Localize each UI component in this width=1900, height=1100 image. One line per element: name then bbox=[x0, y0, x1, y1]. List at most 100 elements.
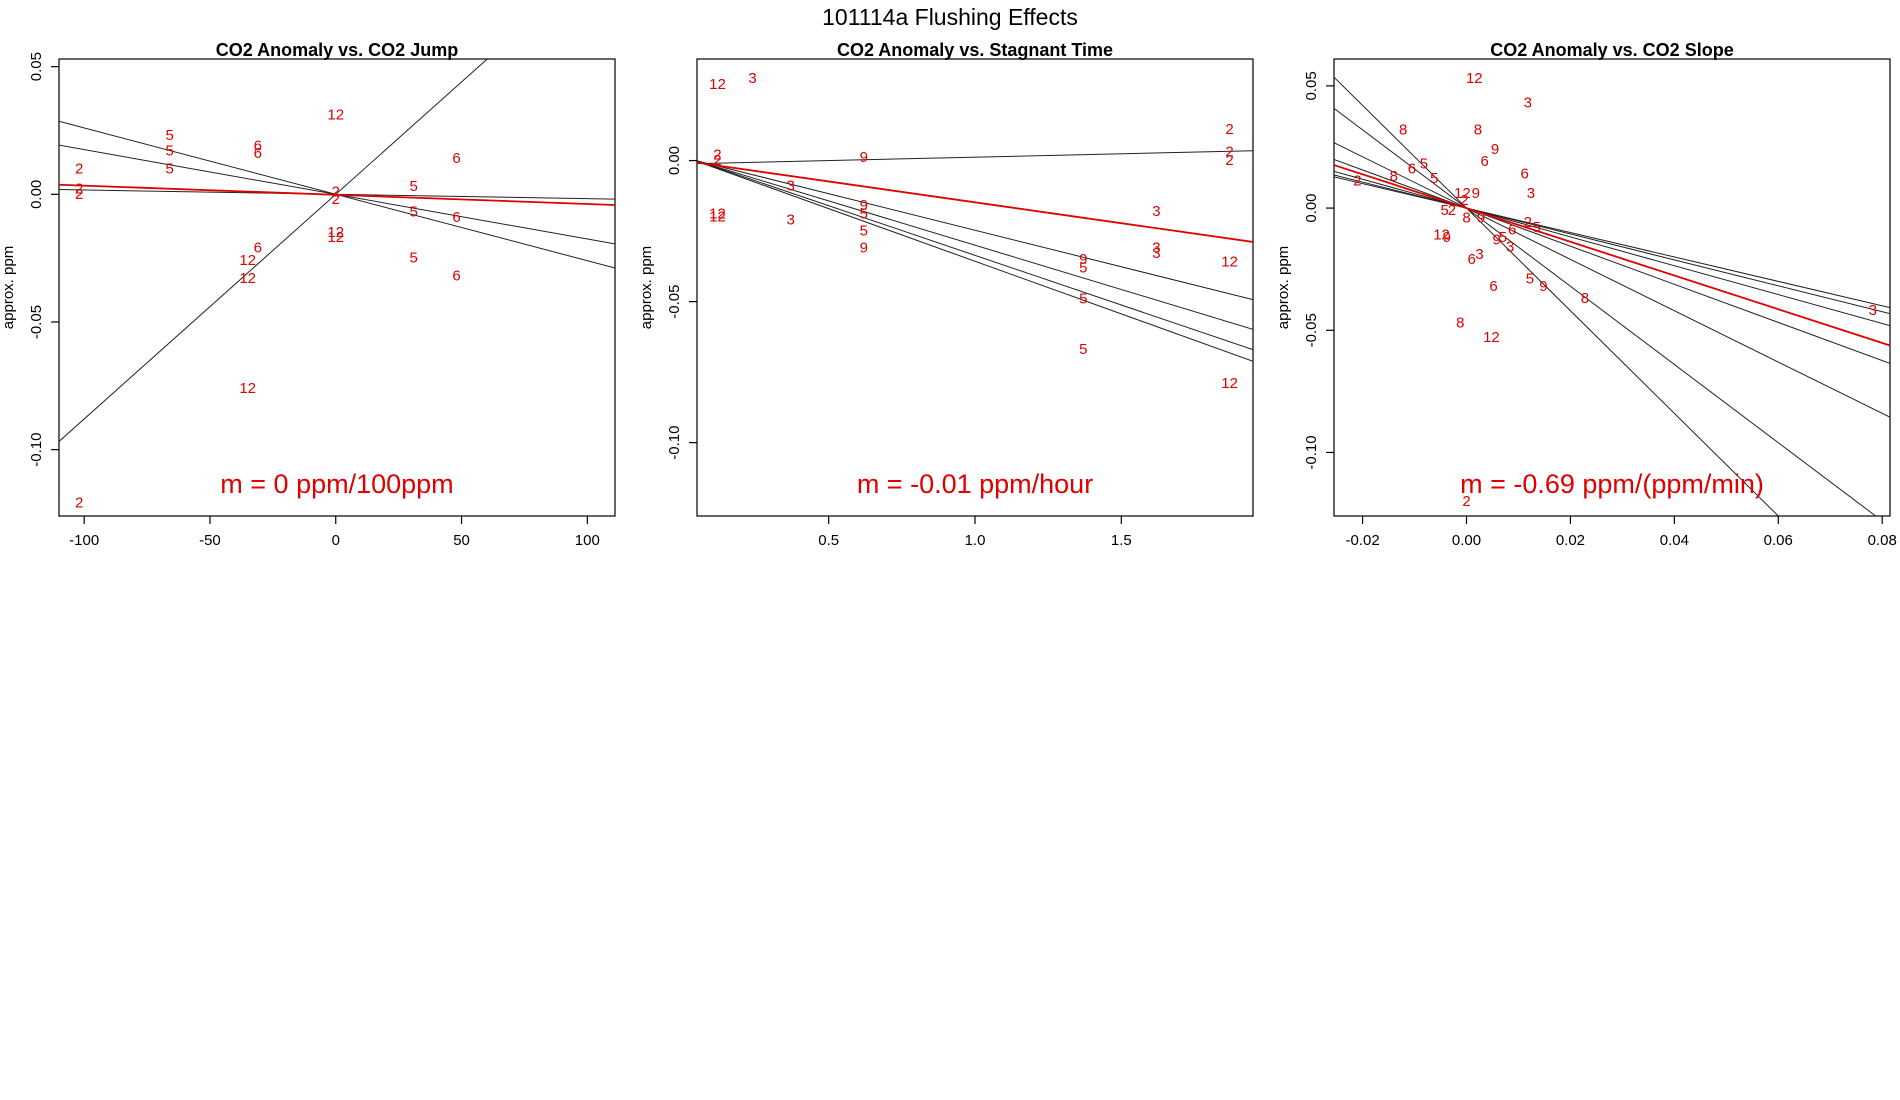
data-point-label: 5 bbox=[1420, 156, 1428, 173]
data-point-label: 3 bbox=[1506, 239, 1514, 256]
data-point-label: 3 bbox=[1152, 203, 1160, 220]
data-point-label: 9 bbox=[1492, 231, 1500, 248]
data-point-label: 9 bbox=[1079, 251, 1087, 268]
x-tick-label: 1.5 bbox=[1111, 532, 1132, 549]
panel-title: CO2 Anomaly vs. Stagnant Time bbox=[837, 40, 1113, 60]
x-tick-label: -0.02 bbox=[1345, 532, 1379, 549]
data-point-label: 3 bbox=[786, 211, 794, 228]
y-tick-label: 0.00 bbox=[28, 180, 45, 209]
data-point-label: 2 bbox=[75, 160, 83, 177]
panel-title: CO2 Anomaly vs. CO2 Slope bbox=[1490, 40, 1733, 60]
data-point-label: 12 bbox=[709, 206, 726, 223]
data-point-label: 12 bbox=[1483, 329, 1500, 346]
data-point-label: 6 bbox=[452, 268, 460, 285]
group-fit-line bbox=[1334, 158, 1890, 364]
data-point-label: 6 bbox=[1408, 160, 1416, 177]
data-point-label: 12 bbox=[1221, 375, 1238, 392]
slope-annotation: m = -0.01 ppm/hour bbox=[857, 469, 1093, 499]
data-point-label: 12 bbox=[1433, 226, 1450, 243]
figure-title: 101114a Flushing Effects bbox=[822, 4, 1078, 30]
data-point-label: 8 bbox=[1456, 314, 1464, 331]
x-tick-label: 50 bbox=[453, 532, 470, 549]
y-tick-label: -0.05 bbox=[666, 285, 683, 319]
data-point-label: 5 bbox=[410, 204, 418, 221]
data-point-label: 9 bbox=[1443, 229, 1451, 246]
group-fit-line bbox=[1334, 176, 1890, 309]
data-point-label: 12 bbox=[1454, 185, 1471, 202]
data-point-label: 9 bbox=[1472, 185, 1480, 202]
data-point-label: 2 bbox=[713, 152, 721, 169]
data-point-label: 3 bbox=[748, 70, 756, 87]
x-tick-label: 0.5 bbox=[818, 532, 839, 549]
data-point-label: 12 bbox=[709, 76, 726, 93]
data-point-label: 2 bbox=[1462, 493, 1470, 510]
group-fit-line bbox=[1334, 174, 1890, 315]
overall-fit-line bbox=[59, 183, 615, 206]
regression-lines bbox=[1334, 76, 1890, 516]
data-point-label: 6 bbox=[254, 137, 262, 154]
data-point-label: 5 bbox=[860, 223, 868, 240]
data-point-label: 5 bbox=[1430, 170, 1438, 187]
data-point-label: 6 bbox=[452, 150, 460, 167]
data-point-label: 9 bbox=[1477, 209, 1485, 226]
data-point-label: 2 bbox=[332, 183, 340, 200]
y-tick-label: -0.10 bbox=[1303, 435, 1320, 469]
group-fit-line bbox=[697, 160, 1253, 330]
data-point-label: 12 bbox=[327, 229, 344, 246]
group-fit-line bbox=[59, 59, 488, 442]
slope-annotation: m = 0 ppm/100ppm bbox=[220, 469, 453, 499]
slope-annotation: m = -0.69 ppm/(ppm/min) bbox=[1460, 469, 1764, 499]
data-point-label: 5 bbox=[860, 206, 868, 223]
x-tick-label: 100 bbox=[575, 532, 600, 549]
data-point-label: 3 bbox=[1527, 185, 1535, 202]
y-tick-label: -0.10 bbox=[666, 426, 683, 460]
data-point-label: 6 bbox=[452, 209, 460, 226]
y-tick-label: 0.00 bbox=[1303, 193, 1320, 222]
plot-frame bbox=[696, 58, 1254, 517]
data-point-label: 12 bbox=[1221, 254, 1238, 271]
data-point-label: 5 bbox=[1079, 290, 1087, 307]
x-tick-label: -100 bbox=[69, 532, 99, 549]
data-point-label: 5 bbox=[1526, 270, 1534, 287]
group-fit-line bbox=[1334, 170, 1890, 327]
data-point-label: 12 bbox=[1466, 70, 1483, 87]
x-tick-label: 0.00 bbox=[1452, 532, 1481, 549]
data-point-label: 5 bbox=[1079, 341, 1087, 358]
data-point-label: 2 bbox=[1524, 214, 1532, 231]
y-axis-label: approx. ppm bbox=[638, 246, 655, 329]
data-point-label: 6 bbox=[1481, 153, 1489, 170]
data-point-label: 3 bbox=[1152, 245, 1160, 262]
x-tick-label: 0.02 bbox=[1556, 532, 1585, 549]
group-fit-line bbox=[697, 160, 1253, 362]
data-point-label: 9 bbox=[1491, 141, 1499, 158]
data-point-label: 12 bbox=[709, 208, 726, 225]
data-point-label: 6 bbox=[254, 239, 262, 256]
data-point-label: 3 bbox=[786, 177, 794, 194]
y-tick-label: -0.10 bbox=[28, 433, 45, 467]
data-point-label: 5 bbox=[166, 160, 174, 177]
group-fit-line bbox=[697, 160, 1253, 351]
y-axis-label: approx. ppm bbox=[1275, 246, 1292, 329]
data-point-label: 2 bbox=[1225, 152, 1233, 169]
data-point-label: 8 bbox=[1581, 290, 1589, 307]
data-point-label: 3 bbox=[1524, 94, 1532, 111]
plot-frame bbox=[1333, 58, 1891, 517]
data-point-label: 3 bbox=[1475, 246, 1483, 263]
data-point-label: 5 bbox=[166, 142, 174, 159]
data-point-label: 8 bbox=[1399, 121, 1407, 138]
y-tick-label: -0.05 bbox=[28, 305, 45, 339]
y-tick-label: -0.05 bbox=[1303, 313, 1320, 347]
data-point-label: 3 bbox=[1152, 240, 1160, 257]
panel-title: CO2 Anomaly vs. CO2 Jump bbox=[216, 40, 458, 60]
data-point-label: 12 bbox=[239, 252, 256, 269]
data-point-label: 6 bbox=[1468, 251, 1476, 268]
panel-co2-slope: CO2 Anomaly vs. CO2 Slope approx. ppm -0… bbox=[1275, 40, 1897, 549]
plot-frame bbox=[58, 58, 616, 517]
group-fit-line bbox=[1334, 142, 1890, 418]
regression-lines bbox=[59, 59, 615, 442]
y-axis-label: approx. ppm bbox=[0, 246, 17, 329]
y-tick-label: 0.00 bbox=[666, 146, 683, 175]
group-fit-line bbox=[697, 160, 1253, 301]
data-point-label: 9 bbox=[860, 197, 868, 214]
